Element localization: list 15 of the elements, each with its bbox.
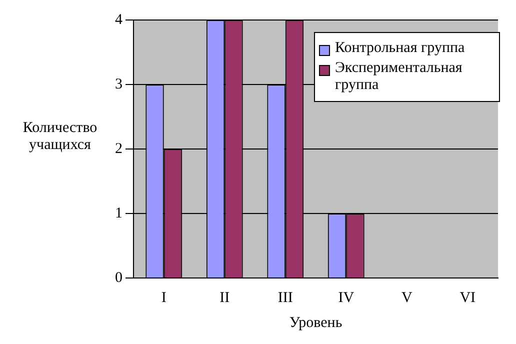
x-tick-label: V (401, 290, 412, 306)
x-tick-label: VI (460, 290, 476, 306)
y-tick-label: 2 (115, 140, 122, 157)
x-axis-title: Уровень (289, 314, 342, 331)
legend-label: Экспериментальная группа (335, 60, 464, 94)
x-tick-label: II (220, 290, 230, 306)
x-tick-label: IV (338, 290, 354, 306)
y-tick-label: 0 (115, 270, 122, 286)
legend-label: Контрольная группа (335, 40, 465, 57)
x-tick-label: I (161, 290, 166, 306)
y-tick-label: 4 (115, 12, 123, 28)
y-axis-title: Количество учащихся (22, 120, 98, 154)
x-tick-label: III (278, 290, 293, 306)
y-tick-label: 1 (115, 205, 122, 222)
y-tick-label: 3 (115, 76, 122, 92)
